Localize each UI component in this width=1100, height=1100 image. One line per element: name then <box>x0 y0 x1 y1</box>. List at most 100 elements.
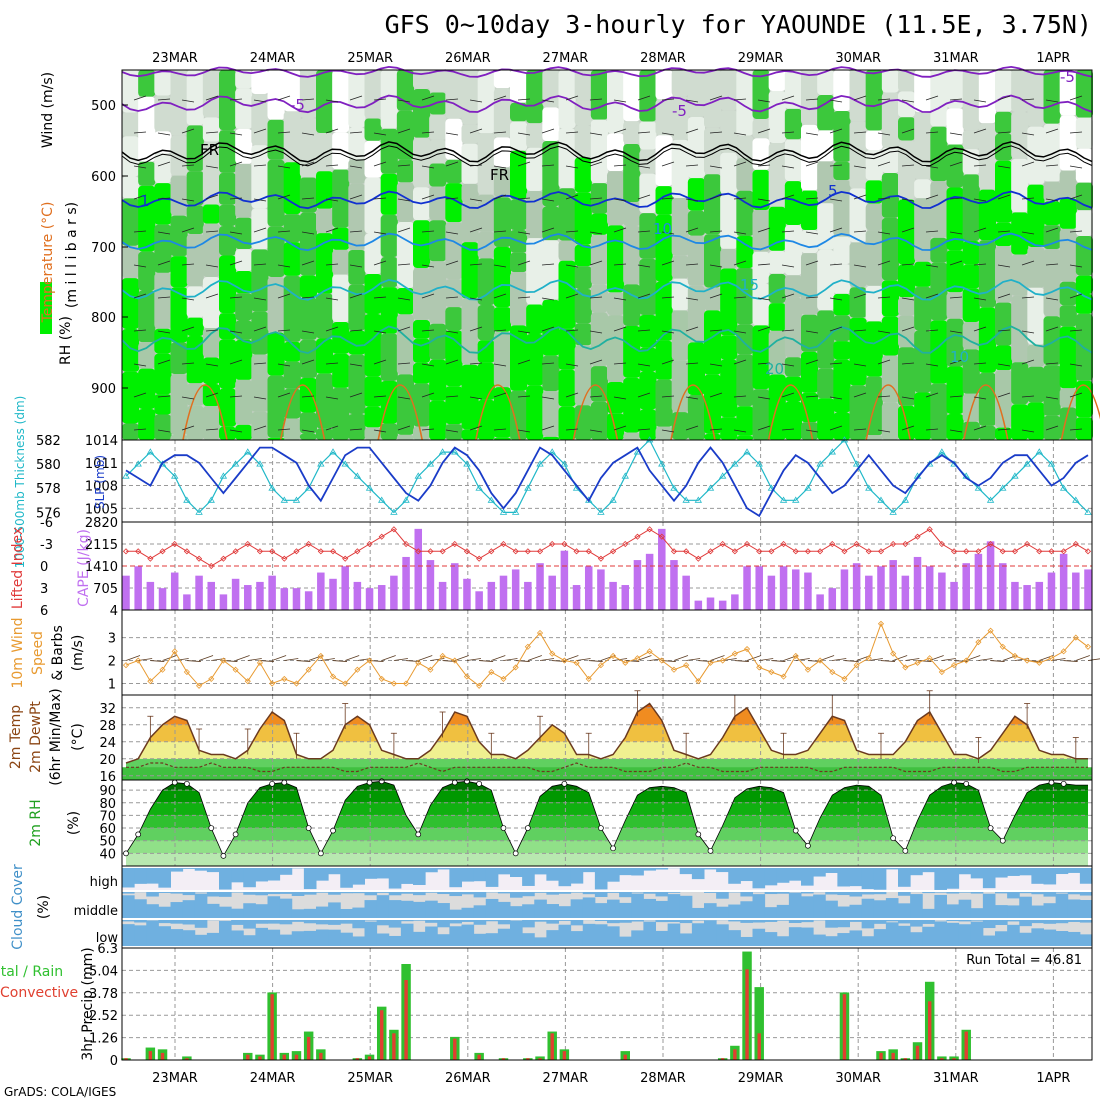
contour-25 <box>670 384 716 441</box>
cloud-low-top <box>982 920 996 929</box>
cloud-low-bar <box>170 929 184 946</box>
cloud-mid-bar <box>849 904 863 918</box>
rh-cell <box>1011 111 1029 159</box>
wind-speed-point <box>585 675 592 682</box>
cloud-mid-top <box>619 892 632 898</box>
rh-cell <box>202 406 220 440</box>
wind-speed-point <box>573 659 580 666</box>
cloud-low-bar <box>1043 929 1057 946</box>
rh-cell <box>316 233 334 294</box>
rh-cell <box>995 133 1013 161</box>
wind-barb <box>829 425 843 431</box>
wind-barb <box>949 260 963 266</box>
rh-cell <box>558 260 576 329</box>
wind-barb <box>589 330 603 334</box>
wind-barb <box>1045 198 1059 202</box>
cloud-low-bar <box>328 929 341 946</box>
cape-bar <box>377 585 386 610</box>
thickness-point <box>231 460 240 467</box>
precip-tick-1.26: 1.26 <box>89 1032 118 1047</box>
cape-bar <box>122 575 130 610</box>
rh-cell <box>1043 70 1061 124</box>
cloud-low-top <box>267 920 281 924</box>
rh-cell <box>704 310 722 375</box>
rh-cell <box>978 307 996 373</box>
rh-cell <box>235 70 253 89</box>
rh-cell <box>639 149 657 174</box>
wind-barb <box>421 165 435 169</box>
rh-point <box>305 825 312 831</box>
cloud-high-bar <box>934 868 947 890</box>
cloud-low-bar <box>631 930 644 946</box>
rh-cell <box>1075 380 1093 418</box>
cloud-low-bar <box>122 924 135 946</box>
rh-cell <box>995 246 1013 303</box>
li-point <box>658 533 665 540</box>
rh-cell <box>865 285 883 322</box>
contour-label: 20 <box>765 360 784 378</box>
temp-2m-labels: 2m Temp 2m DewPt (6hr Min/Max) (°C) <box>8 688 86 785</box>
cloud-mid-top <box>303 892 317 895</box>
cloud-mid-top <box>364 892 378 896</box>
wind-barb <box>445 395 459 398</box>
rh-cell <box>801 422 819 440</box>
wind-speed-point <box>536 629 544 637</box>
precip-conv-bar <box>842 994 847 1060</box>
wind-barb-10m <box>247 658 262 661</box>
wind-barb <box>421 428 435 431</box>
cloud-mid-bar <box>534 899 547 918</box>
cloud-low-bar <box>425 926 438 946</box>
wind-speed-point <box>902 664 909 671</box>
wind-barb <box>709 95 723 101</box>
cloud-high-bar <box>219 868 232 890</box>
rh-cell <box>639 315 657 348</box>
rh-cell <box>946 144 964 188</box>
wind-barb <box>661 296 675 299</box>
precip-conv-bar <box>952 1058 956 1060</box>
wind-barb <box>1045 362 1059 365</box>
wind-barb <box>229 296 243 299</box>
rh-cell <box>995 70 1013 112</box>
rh-cell <box>332 274 350 323</box>
wind-barb <box>733 132 747 136</box>
cloud-low-bar <box>522 933 535 946</box>
cloud-low-top <box>182 920 196 925</box>
wind-barb <box>541 396 555 400</box>
precip-conv-bar <box>745 969 749 1060</box>
rh-cell <box>574 244 592 267</box>
wind-barb-10m <box>795 658 810 661</box>
wind-barb <box>229 197 243 200</box>
wind-barb <box>637 95 651 101</box>
rh-cell <box>542 436 560 440</box>
wind-barb-10m <box>771 660 786 662</box>
precip-conv-bar <box>477 1054 481 1060</box>
rh-cell <box>493 137 511 168</box>
thick-ltick-582: 582 <box>36 434 61 449</box>
wind-barb <box>253 164 267 167</box>
cape-bar <box>1047 572 1056 610</box>
rh-cell <box>784 357 802 377</box>
rh-point <box>805 842 811 849</box>
cloud-low-bar <box>388 935 402 946</box>
temp-label-3: (6hr Min/Max) <box>48 688 64 785</box>
thickness-point <box>134 460 142 467</box>
rh-cell <box>801 70 819 125</box>
cloud-high-bar <box>764 868 778 886</box>
rh-cell <box>1059 326 1077 389</box>
rh-point <box>366 779 373 786</box>
precip-conv-bar <box>258 1056 262 1060</box>
rh-cell <box>493 167 511 198</box>
cloud-low-top <box>995 920 1008 926</box>
cloud-mid-top <box>534 892 547 893</box>
wind-barb <box>1021 161 1035 167</box>
cloud-low-bar <box>764 932 778 946</box>
wind-barb <box>733 98 747 101</box>
wind-speed-point <box>524 643 531 650</box>
wind-tick-1: 1 <box>108 678 116 693</box>
wind-barb <box>1045 396 1059 400</box>
rh-cell <box>1011 254 1029 296</box>
cape-bar <box>280 588 289 610</box>
wind-barb <box>661 330 675 334</box>
thickness-label: 1000-500mb Thickness (dm) <box>13 396 27 569</box>
wind-barb <box>589 231 603 235</box>
